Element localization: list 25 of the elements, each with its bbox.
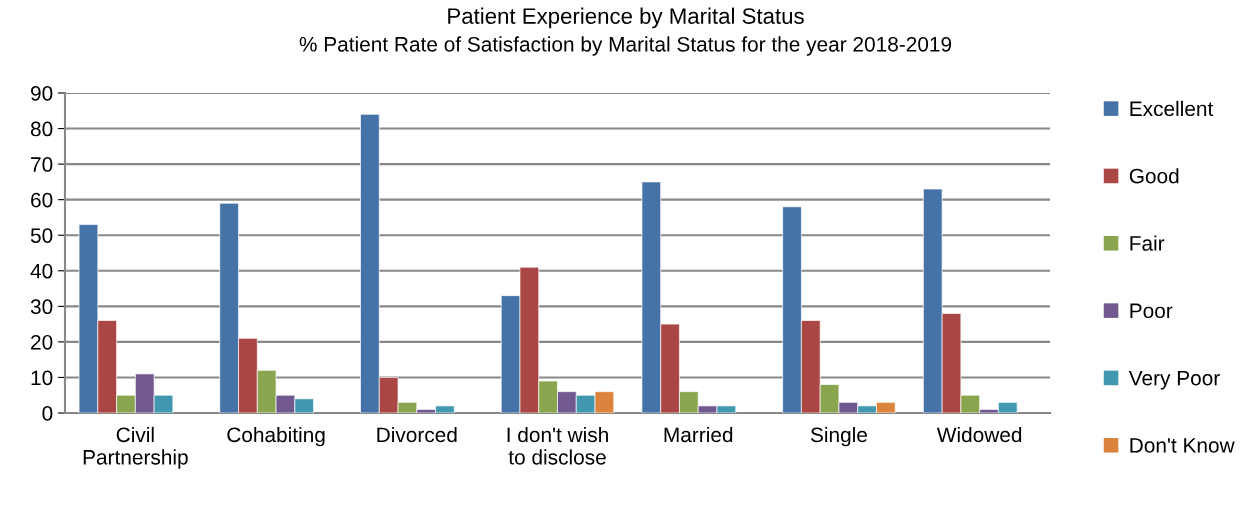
legend-label: Excellent — [1130, 100, 1214, 117]
legend-label: Good — [1129, 168, 1179, 184]
y-tick-label: 70 — [31, 157, 53, 172]
x-tick-label: Divorced — [377, 426, 457, 443]
legend-label: Fair — [1130, 235, 1165, 251]
y-tick-label: 20 — [31, 334, 53, 350]
y-tick-label: 40 — [30, 263, 53, 279]
y-tick-label: 30 — [30, 299, 53, 315]
y-tick-label: 0 — [42, 406, 53, 421]
legend-label: Very Poor — [1128, 370, 1220, 390]
chart-subtitle: % Patient Rate of Satisfaction by Marital Status for the year 2018-2019 — [299, 36, 952, 56]
legend-label: Don't Know — [1130, 438, 1235, 453]
x-tick-label: Cohabiting — [227, 426, 325, 447]
x-tick-label: Civil Partnership — [83, 426, 188, 469]
x-tick-label: I don't wish to disclose — [507, 426, 608, 465]
y-tick-label: 50 — [30, 228, 53, 243]
y-tick-label: 90 — [31, 86, 53, 101]
chart-title: Patient Experience by Marital Status — [448, 7, 804, 29]
legend-label: Poor — [1130, 303, 1173, 319]
x-tick-label: Married — [664, 426, 733, 443]
y-tick-label: 60 — [31, 192, 53, 208]
x-tick-label: Widowed — [936, 426, 1022, 443]
y-tick-label: 10 — [31, 370, 53, 386]
x-tick-label: Single — [810, 426, 867, 447]
y-tick-label: 80 — [30, 121, 53, 137]
